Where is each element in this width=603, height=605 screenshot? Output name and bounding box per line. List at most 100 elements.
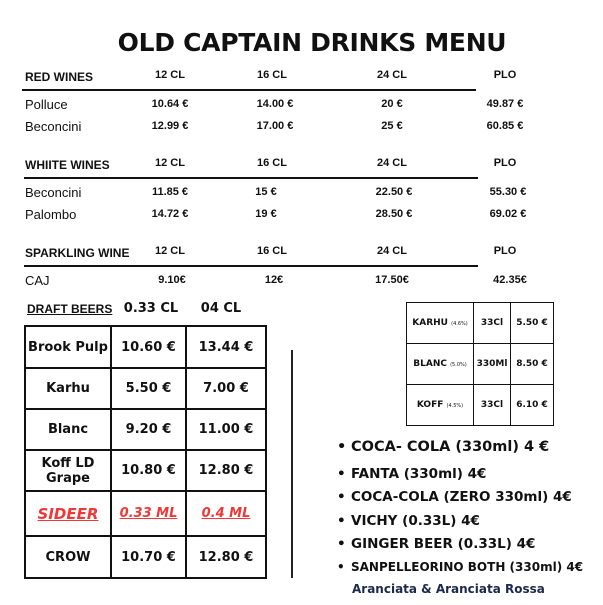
wine-price: 11.85 € bbox=[151, 186, 189, 198]
list-item: • SANPELLEORINO BOTH (330ml) 4€ bbox=[337, 560, 583, 574]
bullet-icon: • bbox=[337, 466, 346, 482]
bottle-name-text: BLANC bbox=[413, 359, 447, 369]
wine-price: 15 € bbox=[255, 186, 277, 198]
list-item: • COCA- COLA (330ml) 4 € bbox=[337, 439, 549, 455]
beer-price: 0.4 ML bbox=[185, 490, 267, 537]
wine-price: 42.35€ bbox=[493, 274, 527, 286]
bottle-size: 33Cl bbox=[473, 302, 511, 344]
beer-price: 12.80 € bbox=[185, 449, 267, 492]
wine-price: 22.50 € bbox=[375, 186, 413, 198]
beer-name: Koff LD Grape bbox=[24, 449, 112, 492]
bottle-name: KARHU (4.6%) bbox=[406, 302, 474, 344]
beer-price: 13.44 € bbox=[185, 325, 267, 369]
soft-drink-label: COCA-COLA (ZERO 330ml) 4€ bbox=[351, 489, 572, 505]
table-row: BLANC (5.0%) 330Ml 8.50 € bbox=[406, 343, 554, 385]
beer-name: Karhu bbox=[24, 367, 112, 410]
wine-name: Palombo bbox=[25, 207, 77, 222]
beer-name: Blanc bbox=[24, 408, 112, 451]
wine-column-header: PLO bbox=[493, 157, 517, 169]
wine-name: CAJ bbox=[25, 273, 50, 288]
divider bbox=[291, 350, 293, 578]
bullet-icon: • bbox=[337, 489, 346, 505]
beer-price: 9.20 € bbox=[110, 408, 187, 451]
wine-price: 14.72 € bbox=[151, 208, 189, 220]
wine-column-header: 16 CL bbox=[257, 157, 287, 169]
wine-section-heading: WHIITE WINES bbox=[25, 158, 110, 172]
wine-name: Beconcini bbox=[25, 185, 82, 200]
wine-price: 17.00 € bbox=[256, 120, 294, 132]
beer-name: Brook Pulp bbox=[24, 325, 112, 369]
soft-drink-label: GINGER BEER (0.33L) 4€ bbox=[351, 536, 536, 552]
wine-price: 12€ bbox=[264, 274, 284, 286]
wine-price: 28.50 € bbox=[375, 208, 413, 220]
beer-price: 11.00 € bbox=[185, 408, 267, 451]
wine-price: 17.50€ bbox=[375, 274, 409, 286]
list-item: • FANTA (330ml) 4€ bbox=[337, 466, 486, 482]
wine-price: 55.30 € bbox=[489, 186, 527, 198]
soft-drink-label: COCA- COLA (330ml) 4 € bbox=[351, 439, 550, 455]
menu-title: OLD CAPTAIN DRINKS MENU bbox=[117, 28, 507, 57]
wine-price: 49.87 € bbox=[486, 98, 524, 110]
bottle-name: KOFF (4.5%) bbox=[406, 384, 474, 426]
wine-price: 9.10€ bbox=[158, 274, 186, 286]
soft-drinks-note: Aranciata & Aranciata Rossa bbox=[352, 582, 545, 596]
wine-price: 25 € bbox=[381, 120, 403, 132]
wine-column-header: 24 CL bbox=[377, 157, 407, 169]
section-rule bbox=[22, 89, 476, 91]
beer-price: 12.80 € bbox=[185, 535, 267, 579]
wine-section-heading: RED WINES bbox=[25, 70, 94, 84]
soft-drink-label: VICHY (0.33L) 4€ bbox=[351, 513, 480, 529]
list-item: • COCA-COLA (ZERO 330ml) 4€ bbox=[337, 489, 572, 505]
soft-drink-label: FANTA (330ml) 4€ bbox=[351, 466, 487, 482]
bottle-abv: (5.0%) bbox=[450, 362, 467, 368]
bottle-abv: (4.5%) bbox=[446, 403, 464, 409]
table-row: KARHU (4.6%) 33Cl 5.50 € bbox=[406, 302, 554, 344]
wine-price: 19 € bbox=[255, 208, 277, 220]
bottle-name-text: KARHU bbox=[412, 318, 448, 328]
wine-name: Polluce bbox=[25, 97, 68, 112]
bullet-icon: • bbox=[337, 439, 347, 455]
bullet-icon: • bbox=[337, 513, 346, 529]
table-row: Karhu 5.50 €7.00 € bbox=[24, 367, 267, 410]
draft-beers-heading: DRAFT BEERS bbox=[27, 302, 113, 316]
table-row: KOFF (4.5%) 33Cl 6.10 € bbox=[406, 384, 554, 426]
bottle-name-text: KOFF bbox=[416, 400, 444, 410]
wine-column-header: 16 CL bbox=[257, 245, 287, 257]
beer-price: 10.70 € bbox=[110, 535, 187, 579]
bottle-price: 8.50 € bbox=[510, 343, 554, 385]
beer-price: 0.33 ML bbox=[110, 490, 187, 537]
section-rule bbox=[24, 177, 478, 179]
bottle-size: 33Cl bbox=[473, 384, 511, 426]
bottle-price: 5.50 € bbox=[510, 302, 554, 344]
table-row: Koff LD Grape 10.80 €12.80 € bbox=[24, 449, 267, 492]
soft-drink-label: SANPELLEORINO BOTH (330ml) 4€ bbox=[351, 560, 584, 574]
wine-column-header: 24 CL bbox=[377, 245, 407, 257]
wine-column-header: 12 CL bbox=[155, 245, 185, 257]
wine-column-header: 12 CL bbox=[155, 157, 185, 169]
wine-price: 14.00 € bbox=[256, 98, 294, 110]
wine-column-header: 24 CL bbox=[377, 69, 407, 81]
wine-price: 10.64 € bbox=[151, 98, 189, 110]
table-row: Brook Pulp 10.60 €13.44 € bbox=[24, 325, 267, 369]
wine-column-header: 12 CL bbox=[155, 69, 185, 81]
beer-price: 7.00 € bbox=[185, 367, 267, 410]
list-item: • VICHY (0.33L) 4€ bbox=[337, 513, 480, 529]
bottle-abv: (4.6%) bbox=[451, 321, 468, 327]
draft-col-033: 0.33 CL bbox=[123, 301, 179, 316]
wine-name: Beconcini bbox=[25, 119, 82, 134]
wine-column-header: PLO bbox=[493, 245, 517, 257]
wine-column-header: 16 CL bbox=[257, 69, 287, 81]
wine-price: 69.02 € bbox=[489, 208, 527, 220]
wine-section-heading: SPARKLING WINE bbox=[25, 246, 130, 260]
bullet-icon: • bbox=[337, 560, 345, 574]
wine-price: 60.85 € bbox=[486, 120, 524, 132]
wine-price: 20 € bbox=[381, 98, 403, 110]
bullet-icon: • bbox=[337, 536, 346, 552]
wine-price: 12.99 € bbox=[151, 120, 189, 132]
bottled-beers-table: KARHU (4.6%) 33Cl 5.50 € BLANC (5.0%) 330Ml 8… bbox=[406, 302, 554, 426]
draft-beers-table: Brook Pulp 10.60 €13.44 € Karhu 5.50 €7.00 … bbox=[24, 325, 267, 579]
beer-price: 10.60 € bbox=[110, 325, 187, 369]
bottle-size: 330Ml bbox=[473, 343, 511, 385]
bottle-name: BLANC (5.0%) bbox=[406, 343, 474, 385]
